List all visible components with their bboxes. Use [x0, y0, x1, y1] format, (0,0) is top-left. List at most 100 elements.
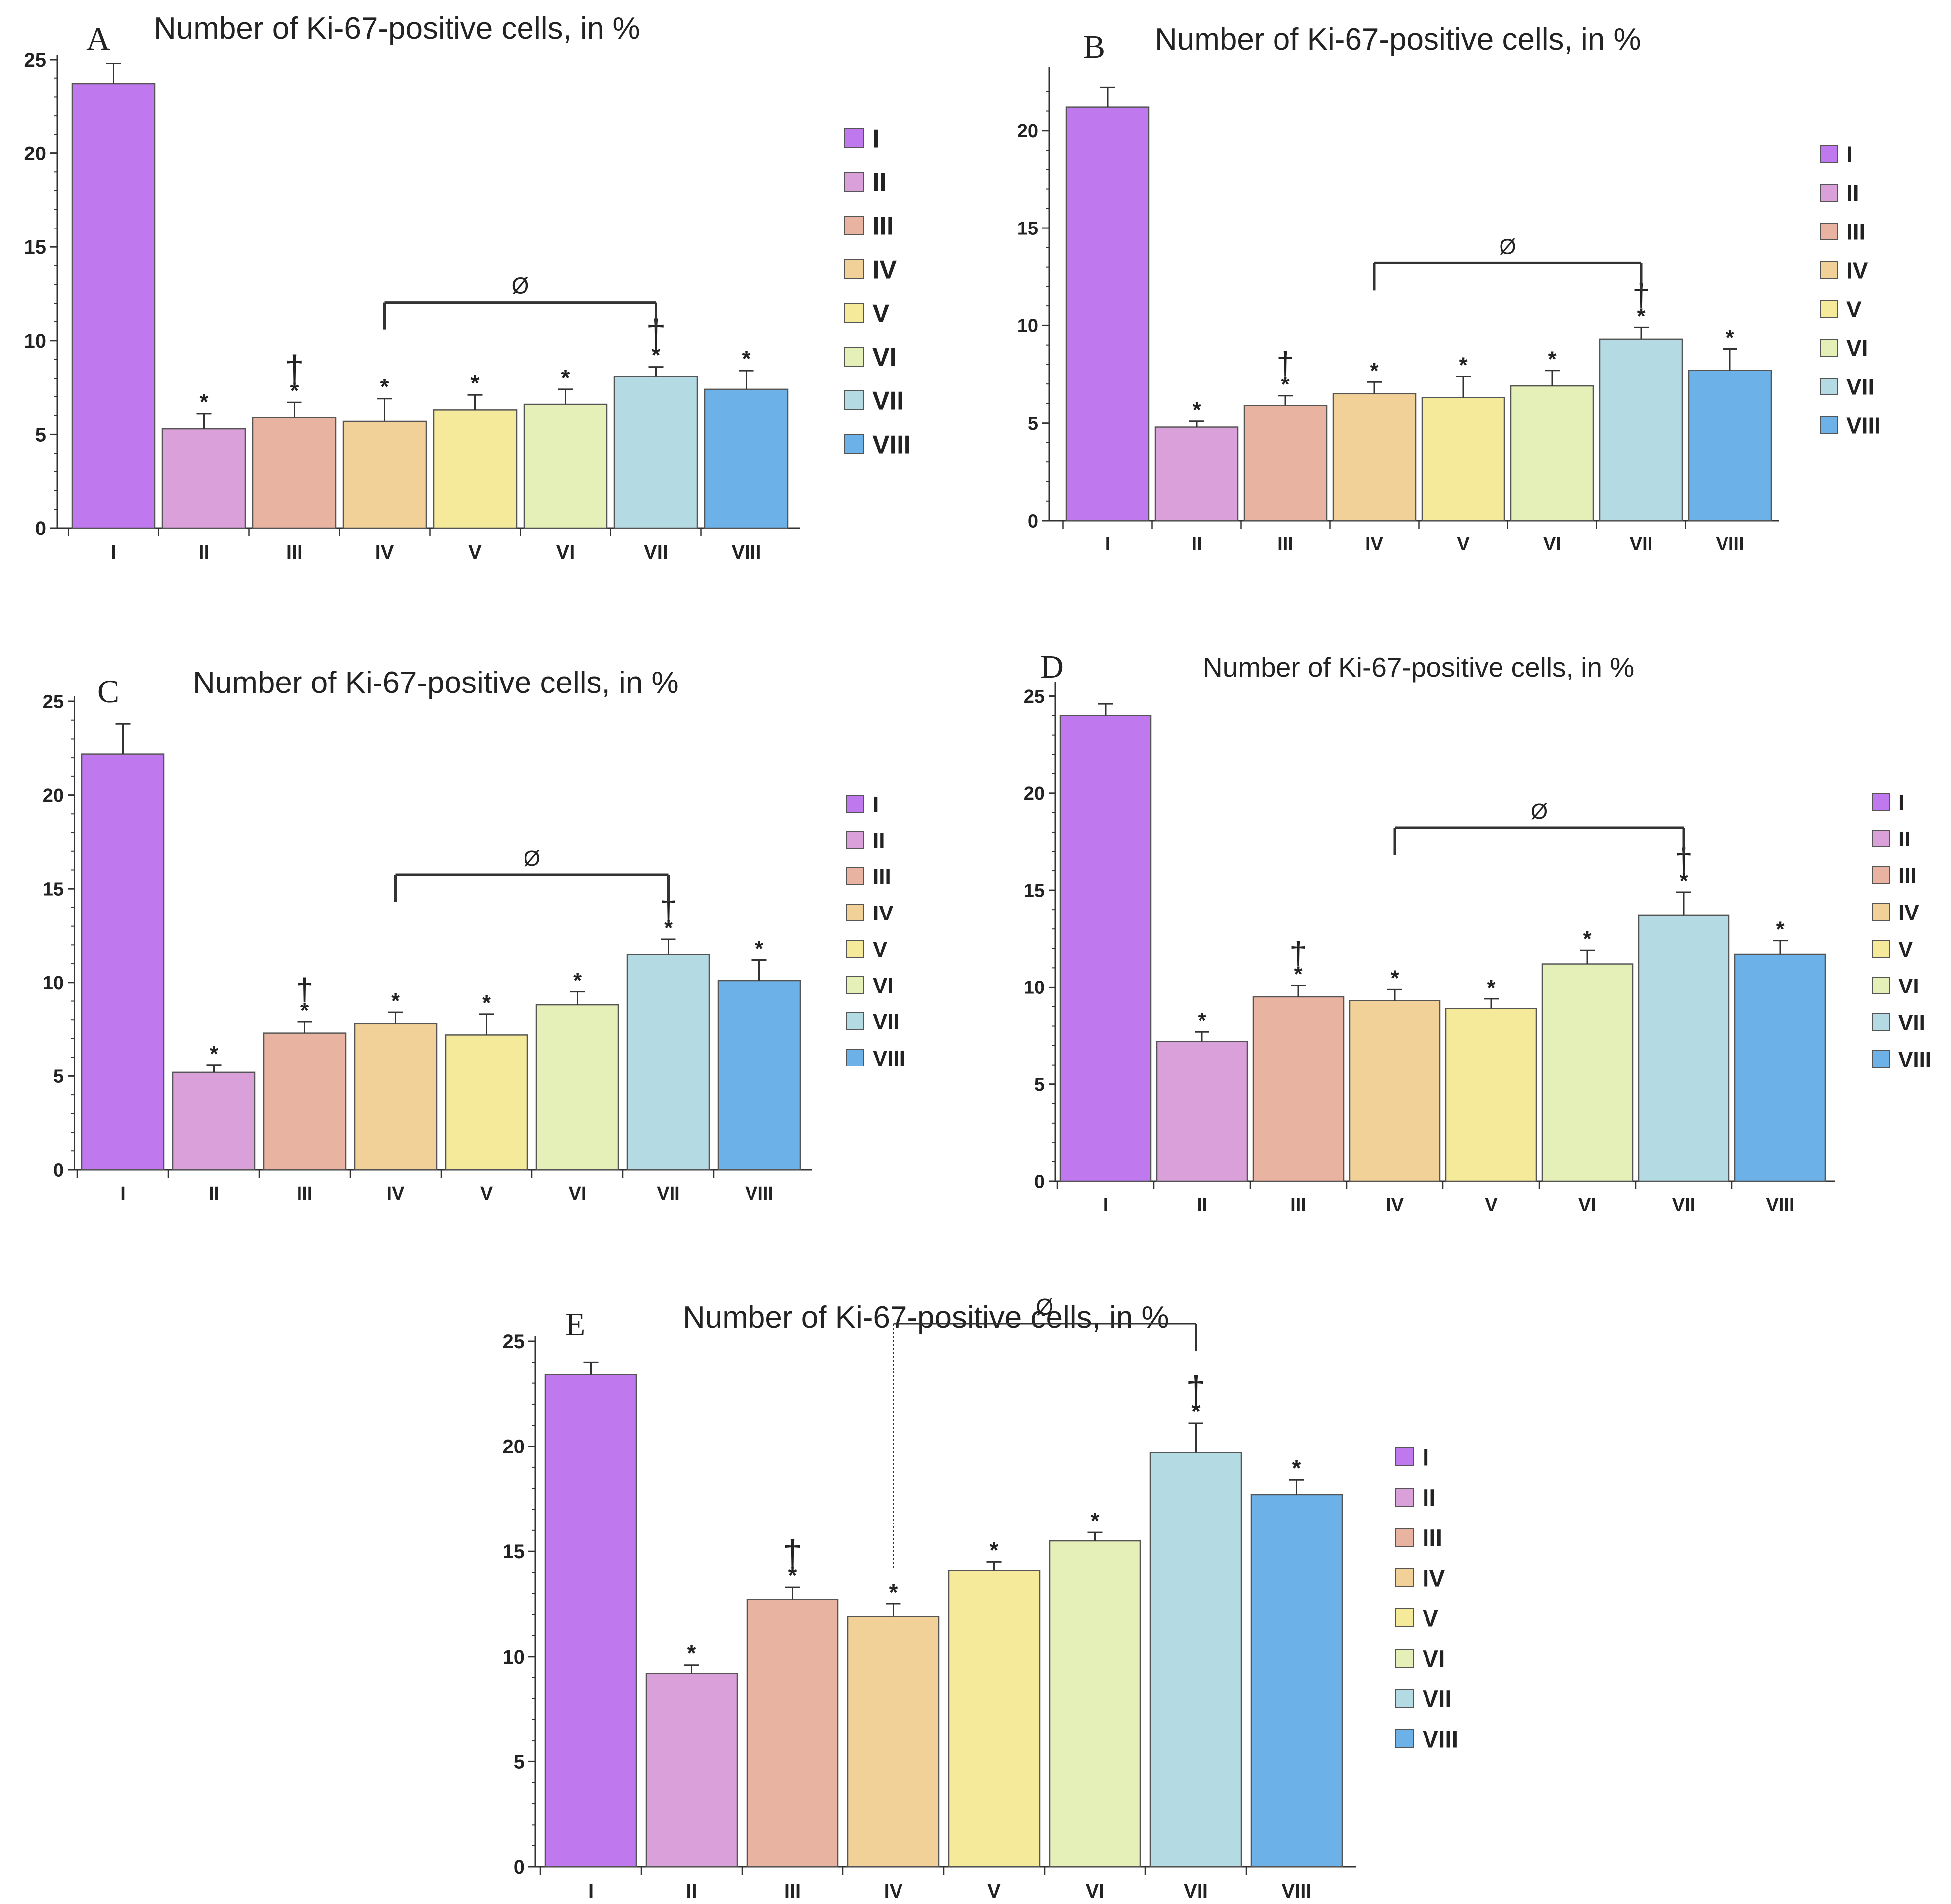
legend-label: III: [872, 212, 894, 241]
x-tick-label: III: [297, 1183, 313, 1204]
legend-swatch-i: [846, 795, 864, 813]
significance-star: *: [482, 991, 491, 1015]
significance-star: *: [1637, 304, 1646, 328]
y-tick-label: 25: [1024, 686, 1045, 707]
legend-label: I: [872, 125, 879, 153]
bar-vii: [613, 376, 698, 529]
x-tick-label: I: [1103, 1195, 1109, 1216]
x-tick-label: VI: [1543, 534, 1561, 555]
significance-star: *: [1726, 326, 1734, 350]
legend-label: V: [872, 300, 890, 328]
bar-vii: [1638, 914, 1730, 1182]
legend-swatch-viii: [1820, 416, 1838, 434]
chart-title: Number of Ki-67-positive cells, in %: [683, 1300, 1169, 1335]
bar-vii: [1149, 1452, 1242, 1868]
x-tick-label: IV: [884, 1880, 903, 1902]
bar-iv: [1332, 393, 1417, 522]
legend-label: III: [1898, 864, 1917, 888]
legend-swatch-i: [1820, 145, 1838, 163]
x-tick-label: V: [987, 1880, 1001, 1902]
x-tick-label: II: [209, 1183, 219, 1204]
significance-dagger: †: [296, 972, 314, 1007]
bar-iv: [354, 1023, 438, 1171]
significance-star: *: [742, 346, 751, 372]
bar-vi: [1510, 385, 1594, 522]
x-tick-label: VII: [1672, 1195, 1695, 1216]
significance-star: *: [652, 342, 661, 368]
y-tick-label: 15: [1024, 880, 1045, 901]
bar-iii: [1243, 405, 1328, 522]
legend-swatch-v: [846, 940, 864, 958]
y-tick-label: 20: [503, 1436, 525, 1458]
y-tick-label: 15: [24, 236, 47, 258]
x-tick-label: I: [111, 541, 116, 563]
significance-star: *: [990, 1537, 999, 1563]
legend-label: IV: [873, 901, 894, 925]
bar-iii: [746, 1599, 839, 1868]
y-tick-label: 0: [1028, 511, 1038, 532]
significance-star: *: [664, 916, 673, 940]
bar-viii: [1688, 370, 1772, 522]
x-tick-label: III: [286, 541, 302, 563]
bar-ii: [1156, 1041, 1248, 1182]
y-tick-label: 5: [514, 1751, 525, 1773]
x-tick-label: VII: [1184, 1880, 1208, 1902]
bar-i: [81, 753, 165, 1171]
y-tick-label: 10: [1024, 978, 1045, 998]
significance-dagger: †: [1289, 935, 1307, 971]
y-tick-label: 20: [1024, 783, 1045, 804]
x-tick-label: VI: [1086, 1880, 1105, 1902]
significance-star: *: [471, 370, 480, 396]
legend-label: II: [872, 168, 887, 197]
y-tick-label: 5: [1034, 1074, 1045, 1095]
legend-swatch-vii: [1872, 1013, 1890, 1031]
legend-swatch-iv: [846, 904, 864, 921]
significance-star: *: [1390, 966, 1399, 990]
legend-swatch-ii: [1872, 830, 1890, 847]
x-tick-label: I: [1105, 534, 1111, 555]
legend-label: VI: [1898, 974, 1919, 998]
chart-title: Number of Ki-67-positive cells, in %: [1203, 652, 1634, 683]
significance-star: *: [1091, 1508, 1100, 1533]
bar-i: [1059, 715, 1152, 1182]
significance-dagger: †: [1276, 346, 1294, 381]
legend-label: III: [873, 865, 891, 889]
y-tick-label: 10: [24, 330, 47, 352]
bar-ii: [1154, 426, 1239, 522]
legend-swatch-iv: [844, 259, 864, 279]
legend-swatch-viii: [844, 434, 864, 454]
x-tick-label: VIII: [1766, 1195, 1794, 1216]
y-tick-label: 20: [43, 785, 64, 806]
y-tick-label: 5: [53, 1066, 64, 1087]
significance-star: *: [1459, 353, 1468, 377]
panel-a: A Number of Ki-67-positive cells, in % 0 5 1…: [24, 11, 911, 563]
x-tick-label: V: [480, 1183, 493, 1204]
legend-label: VI: [872, 343, 897, 372]
x-tick-label: I: [588, 1880, 594, 1902]
legend-label: VIII: [872, 431, 911, 459]
bar-viii: [1734, 953, 1826, 1182]
legend-swatch-vi: [846, 976, 864, 994]
legend-label: VI: [1423, 1646, 1445, 1672]
significance-star: *: [1294, 962, 1303, 987]
legend-swatch-i: [844, 128, 864, 148]
x-tick-label: VI: [1578, 1195, 1596, 1216]
x-tick-label: VIII: [1281, 1880, 1311, 1902]
bar-v: [433, 409, 518, 529]
panel-letter: D: [1040, 649, 1064, 685]
significance-star: *: [1583, 927, 1592, 951]
chart-title: Number of Ki-67-positive cells, in %: [154, 11, 640, 46]
legend-label: VI: [1846, 335, 1868, 361]
bracket-label: Ø: [1499, 234, 1516, 259]
significance-star: *: [1776, 917, 1785, 942]
bar-viii: [717, 980, 801, 1171]
legend-swatch-i: [1872, 793, 1890, 811]
x-tick-label: VIII: [731, 541, 761, 563]
significance-star: *: [1281, 373, 1290, 397]
y-tick-label: 15: [1017, 218, 1038, 239]
legend-swatch-ii: [846, 831, 864, 849]
y-tick-label: 25: [24, 49, 47, 71]
chart-title: Number of Ki-67-positive cells, in %: [193, 666, 679, 700]
legend-swatch-iv: [1872, 903, 1890, 921]
significance-star: *: [1487, 976, 1496, 1000]
